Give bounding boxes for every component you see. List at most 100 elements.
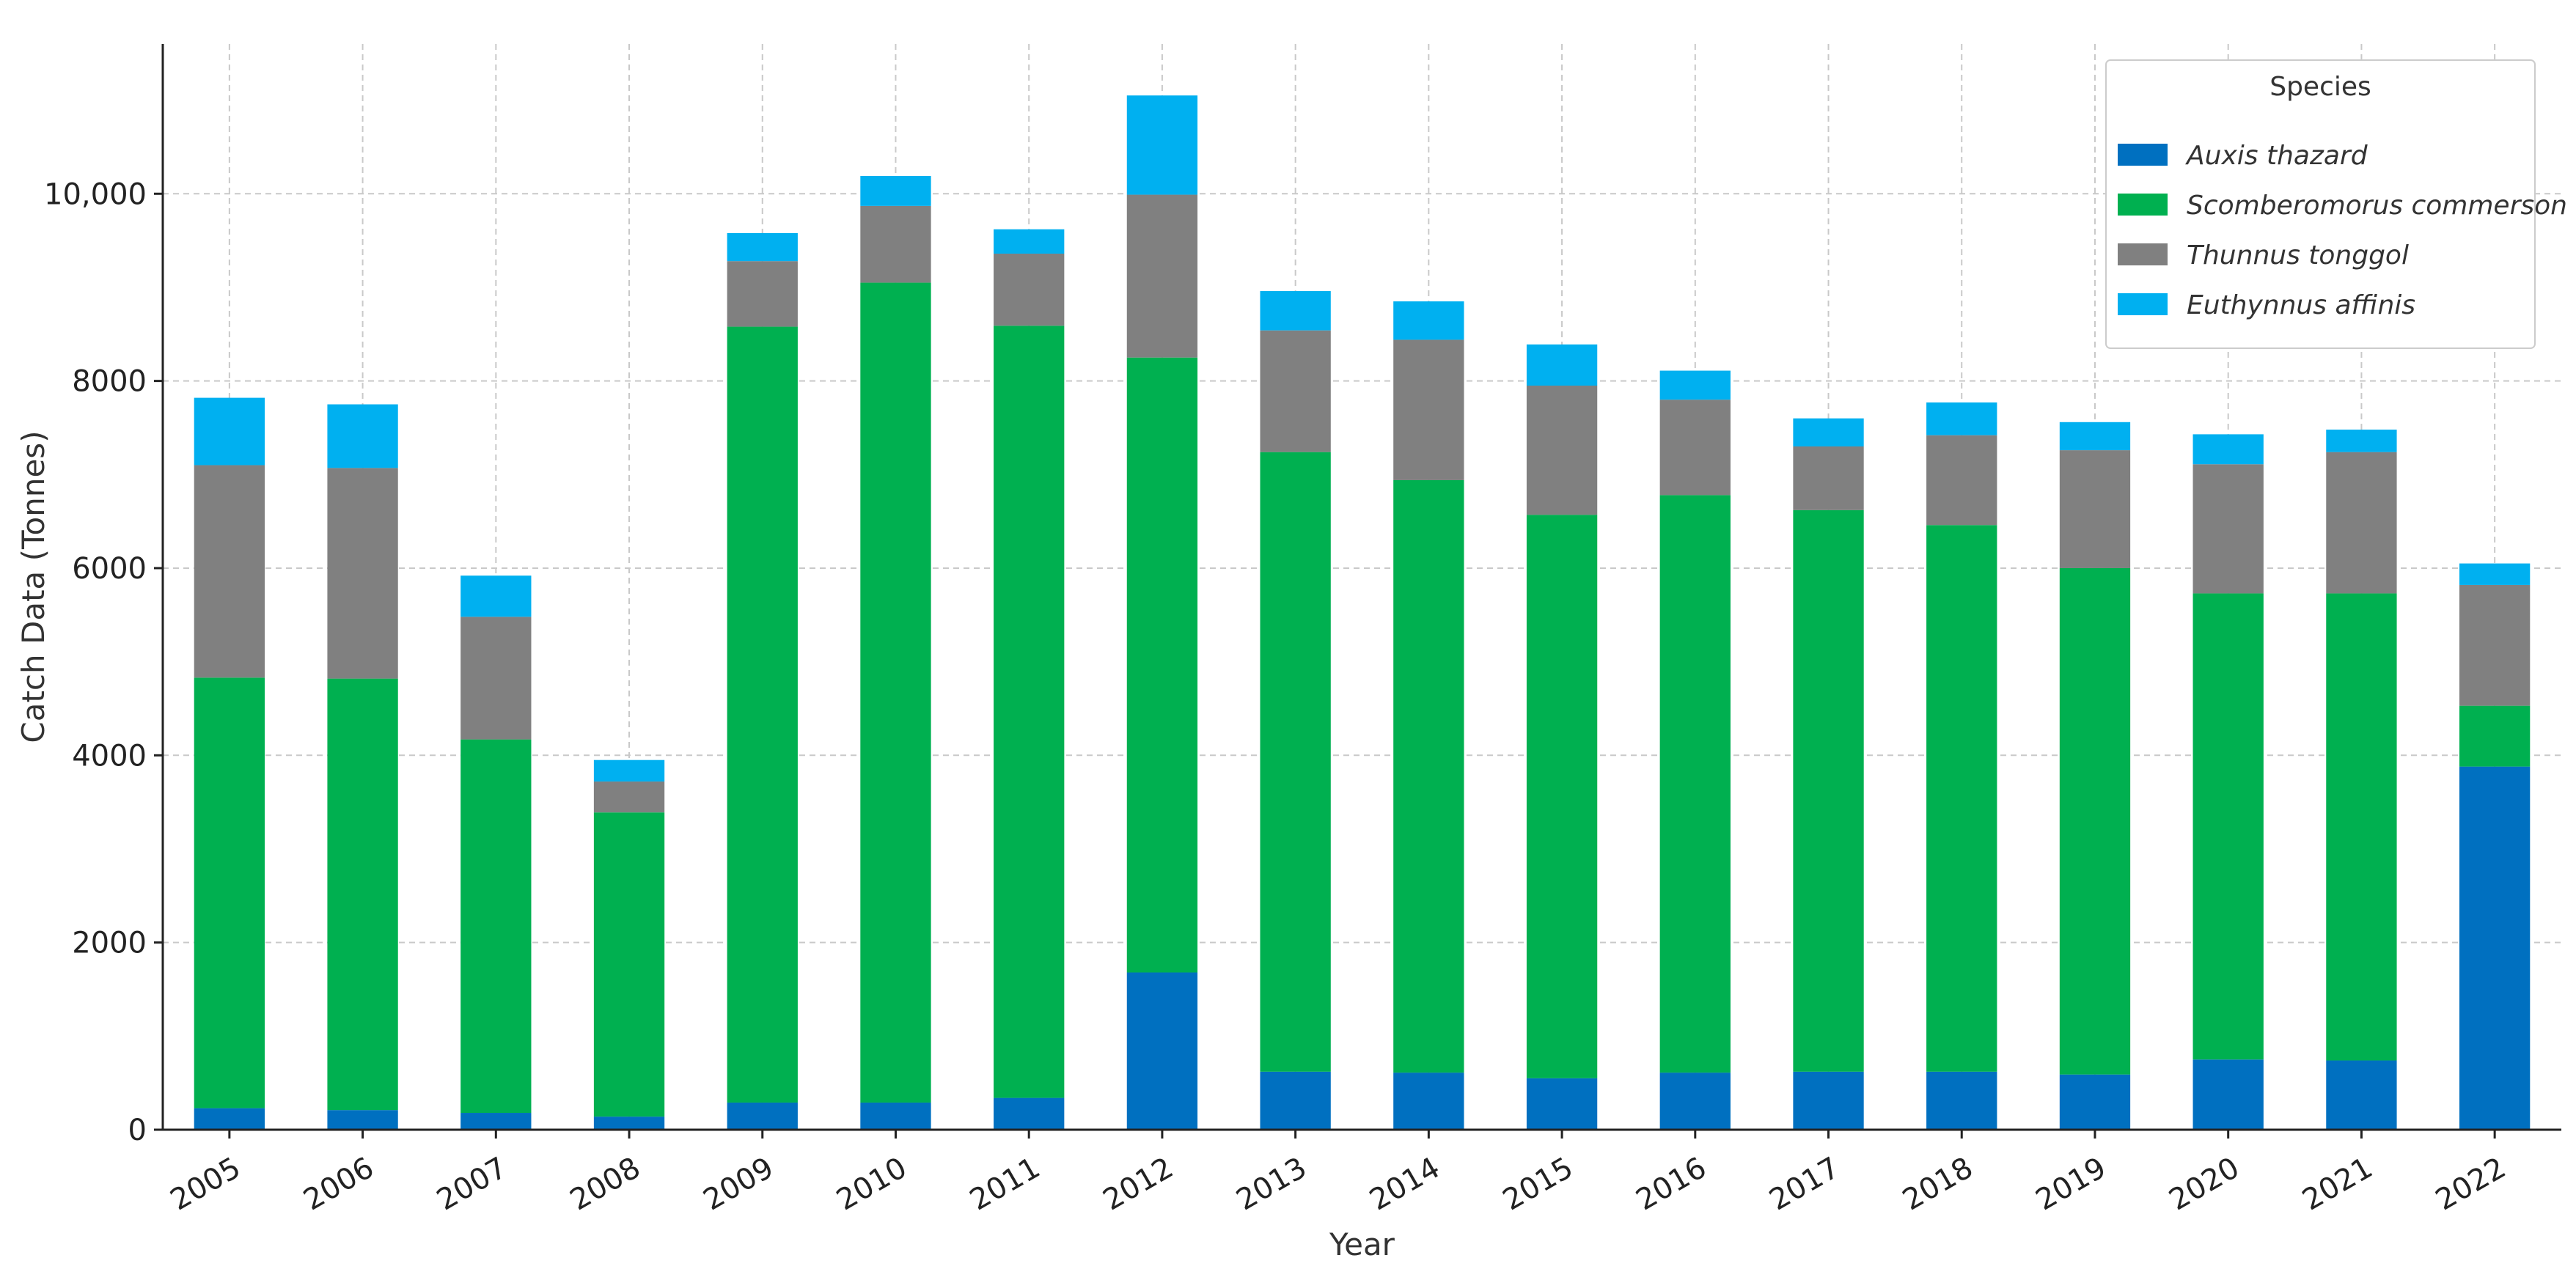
legend: Species Auxis thazard Scomberomorus comme… (2105, 59, 2567, 349)
bar-segment (194, 465, 265, 678)
bars (194, 95, 2531, 1130)
bar-segment (2326, 452, 2397, 594)
bar-segment (1793, 1071, 1864, 1130)
x-tick-label: 2020 (2164, 1151, 2245, 1218)
y-axis-title: Catch Data (Tonnes) (15, 430, 51, 743)
bar-segment (994, 325, 1065, 1098)
legend-swatch (2118, 144, 2168, 166)
bar-segment (460, 617, 532, 740)
bar-segment (2326, 1060, 2397, 1130)
bar-segment (994, 1097, 1065, 1130)
legend-item: Euthynnus affinis (2118, 290, 2415, 320)
bar-segment (2059, 450, 2131, 568)
legend-item: Thunnus tonggol (2118, 240, 2409, 271)
legend-label: Auxis thazard (2185, 141, 2368, 171)
x-tick-label: 2021 (2297, 1151, 2378, 1218)
x-tick-label: 2022 (2430, 1151, 2511, 1218)
bar-segment (727, 326, 798, 1103)
bar-segment (2459, 766, 2531, 1130)
bar-stack-2018 (1926, 402, 1997, 1130)
bar-segment (1126, 357, 1198, 973)
bar-segment (1260, 1071, 1331, 1130)
y-tick-label: 4000 (72, 739, 147, 773)
bar-segment (1126, 972, 1198, 1130)
bar-segment (1393, 301, 1464, 340)
legend-item: Auxis thazard (2118, 141, 2368, 171)
bar-segment (327, 404, 398, 468)
bar-segment (2326, 593, 2397, 1061)
x-tick-label: 2009 (698, 1151, 779, 1218)
x-tick-label: 2005 (165, 1151, 246, 1218)
x-tick-label: 2015 (1497, 1151, 1579, 1218)
bar-segment (994, 253, 1065, 326)
x-tick-label: 2011 (964, 1151, 1046, 1218)
bar-stack-2016 (1659, 370, 1731, 1130)
x-tick-label: 2007 (431, 1151, 513, 1218)
bar-segment (194, 1108, 265, 1130)
bar-segment (327, 678, 398, 1111)
y-tick-label: 6000 (72, 552, 147, 586)
x-tick-label: 2006 (298, 1151, 379, 1218)
bar-stack-2010 (860, 176, 931, 1130)
bar-segment (860, 176, 931, 206)
bar-segment (860, 205, 931, 283)
bar-segment (1926, 1071, 1997, 1130)
bar-stack-2015 (1526, 344, 1598, 1130)
bar-segment (727, 232, 798, 262)
legend-item: Scomberomorus commerson (2118, 191, 2567, 221)
bar-segment (1126, 95, 1198, 195)
bar-segment (460, 739, 532, 1114)
legend-swatch (2118, 243, 2168, 265)
bar-segment (2192, 464, 2264, 594)
bar-stack-2006 (327, 404, 398, 1130)
legend-swatch (2118, 194, 2168, 216)
bar-segment (1393, 1073, 1464, 1130)
x-tick-label: 2017 (1764, 1151, 1845, 1218)
x-tick-label: 2019 (2030, 1151, 2112, 1218)
bar-stack-2007 (460, 575, 532, 1130)
legend-label: Euthynnus affinis (2187, 290, 2415, 320)
bar-segment (194, 397, 265, 466)
bar-segment (1793, 510, 1864, 1072)
x-tick-label: 2010 (831, 1151, 912, 1218)
bar-segment (2059, 567, 2131, 1075)
bar-stack-2005 (194, 397, 265, 1130)
x-tick-label: 2008 (565, 1151, 646, 1218)
bar-segment (327, 468, 398, 679)
y-tick-label: 2000 (72, 927, 147, 960)
bar-segment (1526, 386, 1598, 515)
axes (161, 44, 2561, 1131)
bar-segment (1659, 1073, 1731, 1130)
bar-stack-2009 (727, 232, 798, 1130)
bar-segment (593, 812, 665, 1117)
bar-segment (727, 1102, 798, 1130)
bar-segment (1393, 339, 1464, 480)
bar-segment (460, 1113, 532, 1130)
bar-segment (1526, 1078, 1598, 1130)
legend-label: Thunnus tonggol (2187, 240, 2409, 271)
bar-segment (593, 781, 665, 813)
bar-stack-2017 (1793, 418, 1864, 1130)
bar-stack-2021 (2326, 430, 2397, 1130)
bar-stack-2011 (994, 229, 1065, 1130)
bar-segment (593, 1117, 665, 1130)
bar-segment (1526, 344, 1598, 386)
bar-segment (1793, 446, 1864, 510)
bar-segment (727, 261, 798, 327)
bar-segment (194, 677, 265, 1108)
legend-title: Species (2269, 72, 2371, 102)
bar-segment (860, 282, 931, 1103)
bar-stack-2019 (2059, 422, 2131, 1130)
y-tick-label: 0 (128, 1114, 147, 1147)
bar-segment (2192, 593, 2264, 1060)
legend-swatch (2118, 293, 2168, 315)
bar-stack-2020 (2192, 434, 2264, 1130)
bar-segment (1260, 291, 1331, 331)
bar-segment (1659, 400, 1731, 496)
bar-segment (994, 229, 1065, 254)
x-tick-label: 2016 (1631, 1151, 1712, 1218)
bar-segment (460, 575, 532, 617)
bar-segment (1260, 330, 1331, 452)
